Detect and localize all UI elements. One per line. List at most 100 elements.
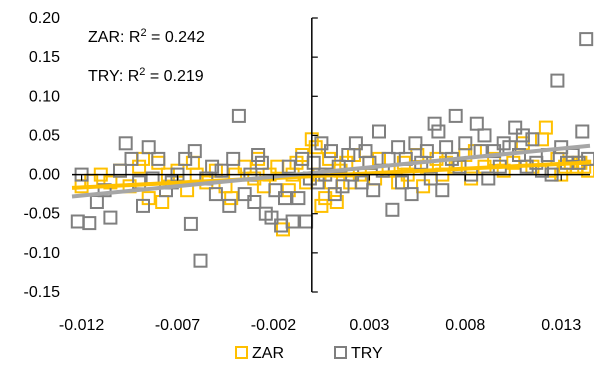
data-point-try xyxy=(435,183,450,198)
legend: ZAR TRY xyxy=(235,345,383,362)
r-squared-annotations: ZAR: R2 = 0.242 TRY: R2 = 0.219 xyxy=(88,27,205,85)
data-point-try xyxy=(89,195,104,209)
data-point-zar xyxy=(155,195,170,209)
data-point-try xyxy=(97,183,112,198)
data-point-zar xyxy=(538,120,553,135)
y-tick-label: 0.05 xyxy=(29,127,60,144)
data-point-try xyxy=(264,210,279,225)
data-point-zar xyxy=(496,163,511,178)
data-point-try xyxy=(335,179,350,194)
data-point-try xyxy=(581,151,594,166)
data-point-try xyxy=(348,136,363,151)
x-tick-label: -0.007 xyxy=(155,317,200,334)
data-point-zar xyxy=(136,151,150,166)
data-point-try xyxy=(278,191,292,206)
data-point-try xyxy=(178,151,193,166)
data-point-try xyxy=(226,151,241,166)
data-point-try xyxy=(314,136,329,151)
data-point-try xyxy=(427,116,442,131)
data-point-try xyxy=(385,202,400,217)
data-point-zar xyxy=(322,151,337,166)
y-tick-label: -0.05 xyxy=(24,206,61,223)
annotation-try: TRY: R2 = 0.219 xyxy=(88,66,204,85)
x-tick-label: -0.002 xyxy=(251,317,296,334)
data-point-zar xyxy=(329,195,344,209)
data-point-try xyxy=(579,32,594,47)
data-point-try xyxy=(395,175,409,190)
data-point-try xyxy=(231,108,246,123)
y-tick-label: 0.10 xyxy=(29,88,60,105)
data-point-try xyxy=(113,163,127,178)
data-point-try xyxy=(251,148,266,162)
data-point-try xyxy=(268,183,283,198)
data-point-try xyxy=(327,187,342,202)
y-tick-label: -0.15 xyxy=(24,284,61,301)
data-point-try xyxy=(237,187,252,202)
data-point-try xyxy=(187,144,202,159)
data-point-zar xyxy=(251,151,266,166)
data-point-try xyxy=(82,216,97,231)
data-point-try xyxy=(151,151,166,166)
data-point-try xyxy=(458,136,473,151)
data-point-try xyxy=(408,136,423,151)
data-point-try xyxy=(469,116,484,131)
y-tick-label: 0.00 xyxy=(29,167,60,184)
data-point-try xyxy=(183,216,198,231)
data-point-zar xyxy=(276,222,290,237)
data-point-try xyxy=(341,148,356,162)
data-point-try xyxy=(193,253,208,268)
y-tick-label: 0.20 xyxy=(29,10,60,27)
data-point-zar xyxy=(281,183,296,198)
data-point-try xyxy=(550,73,565,88)
data-point-try xyxy=(291,191,306,206)
data-point-try xyxy=(354,175,369,190)
data-point-try xyxy=(118,136,133,151)
trendline-try xyxy=(71,143,591,199)
data-point-try xyxy=(439,140,454,155)
data-point-try xyxy=(404,187,419,202)
data-point-zar xyxy=(185,155,200,170)
data-point-try xyxy=(254,155,269,170)
data-point-try xyxy=(508,120,523,135)
data-point-try xyxy=(222,198,237,213)
data-point-try xyxy=(214,163,229,178)
legend-marker-zar xyxy=(235,346,248,359)
data-point-try xyxy=(419,144,434,159)
axes xyxy=(72,17,590,293)
data-point-try xyxy=(331,159,346,174)
data-point-try xyxy=(70,214,85,229)
x-tick-label: 0.003 xyxy=(349,317,389,334)
data-point-try xyxy=(124,151,139,166)
data-point-zar xyxy=(416,179,431,194)
data-point-try xyxy=(366,183,381,198)
data-point-try xyxy=(515,128,530,143)
data-point-try xyxy=(431,124,446,139)
y-tick-label: -0.10 xyxy=(24,245,61,262)
data-point-try xyxy=(285,214,300,229)
data-point-try xyxy=(525,132,540,147)
data-point-try xyxy=(477,128,492,143)
data-point-try xyxy=(306,155,321,170)
x-tick-label: -0.012 xyxy=(59,317,104,334)
data-point-try xyxy=(448,108,463,123)
data-point-zar xyxy=(314,198,329,213)
data-point-try xyxy=(136,198,150,213)
data-point-try xyxy=(423,171,438,186)
data-point-try xyxy=(391,140,406,155)
x-tick-label: 0.013 xyxy=(541,317,581,334)
annotation-zar: ZAR: R2 = 0.242 xyxy=(88,27,205,46)
legend-label-zar: ZAR xyxy=(252,345,284,362)
legend-marker-try xyxy=(334,346,347,359)
data-point-try xyxy=(481,171,496,186)
legend-label-try: TRY xyxy=(351,345,383,362)
data-point-try xyxy=(141,140,156,155)
data-point-try xyxy=(208,187,223,202)
data-point-try xyxy=(324,144,338,159)
y-tick-label: 0.15 xyxy=(29,49,60,66)
data-point-zar xyxy=(151,155,166,170)
data-point-zar xyxy=(132,159,147,174)
data-point-try xyxy=(205,159,220,174)
data-point-try xyxy=(247,195,262,209)
